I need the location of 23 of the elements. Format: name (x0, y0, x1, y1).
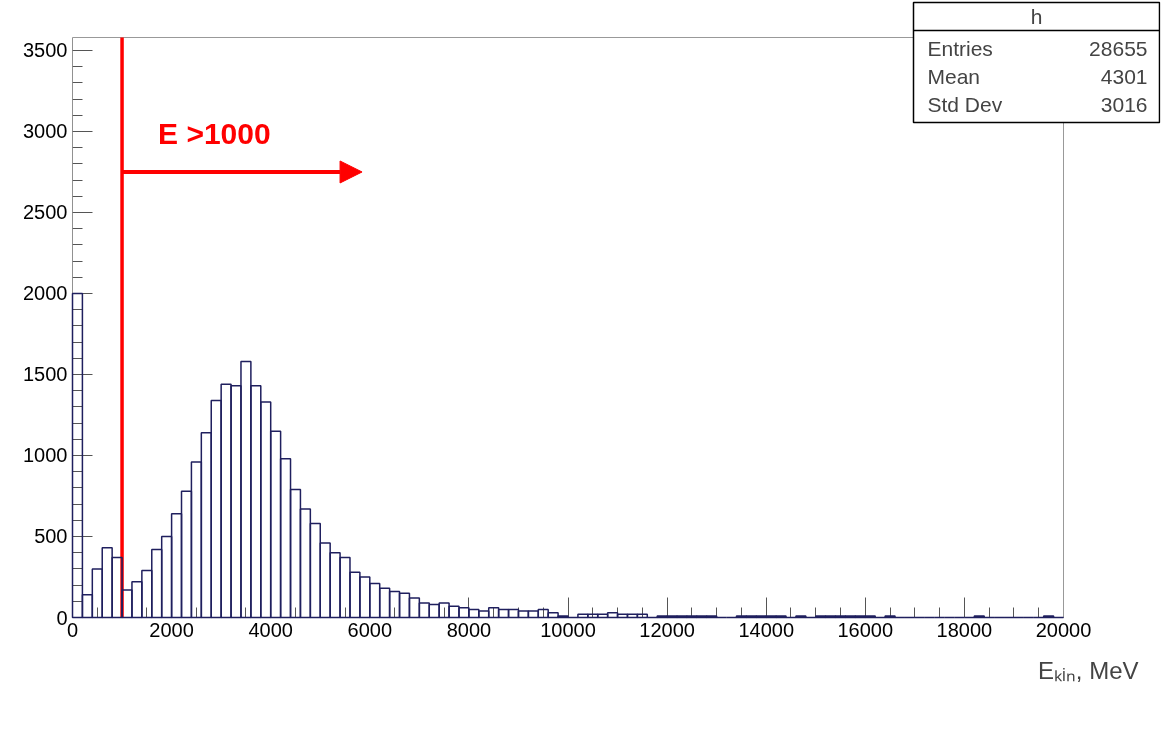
text: Std Dev 3016 (927, 92, 1148, 116)
y-tick-label: 2000 (23, 282, 68, 305)
text: Entries 28655 (927, 36, 1148, 60)
x-tick-label: 18000 (936, 618, 993, 641)
x-tick-label: 12000 (639, 618, 695, 641)
y-tick-label: 3500 (23, 39, 68, 62)
x-tick-label: 20000 (1035, 618, 1092, 641)
y-tick-label: 500 (34, 525, 68, 548)
y-tick-label: 2500 (23, 201, 68, 224)
y-tick-label: 3000 (23, 120, 68, 143)
x-tick-label: 2000 (149, 618, 194, 641)
x-tick-label: 14000 (738, 618, 795, 641)
y-tick-label: 1000 (23, 444, 68, 467)
text: Mean 4301 (927, 64, 1148, 88)
annotation: E >1000 (158, 116, 271, 150)
x-tick-label: 6000 (347, 618, 393, 641)
y-tick-label: 1500 (23, 363, 68, 386)
x-tick-label: 4000 (248, 618, 293, 641)
text: h (1030, 5, 1043, 28)
x-tick-label: 10000 (540, 618, 596, 641)
x-tick-label: 8000 (446, 618, 492, 641)
x-tick-label: 16000 (837, 618, 894, 641)
x-axis-title: Eₖᵢₙ, MeV (1038, 656, 1139, 684)
